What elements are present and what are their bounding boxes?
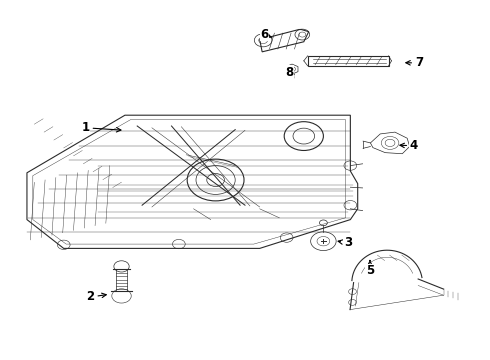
- Text: 1: 1: [82, 121, 121, 134]
- Text: 8: 8: [285, 66, 293, 78]
- Text: 6: 6: [261, 28, 272, 41]
- Text: 7: 7: [406, 57, 423, 69]
- Text: 5: 5: [366, 261, 374, 277]
- Text: 2: 2: [87, 291, 106, 303]
- Text: 4: 4: [400, 139, 418, 152]
- Text: 3: 3: [338, 237, 352, 249]
